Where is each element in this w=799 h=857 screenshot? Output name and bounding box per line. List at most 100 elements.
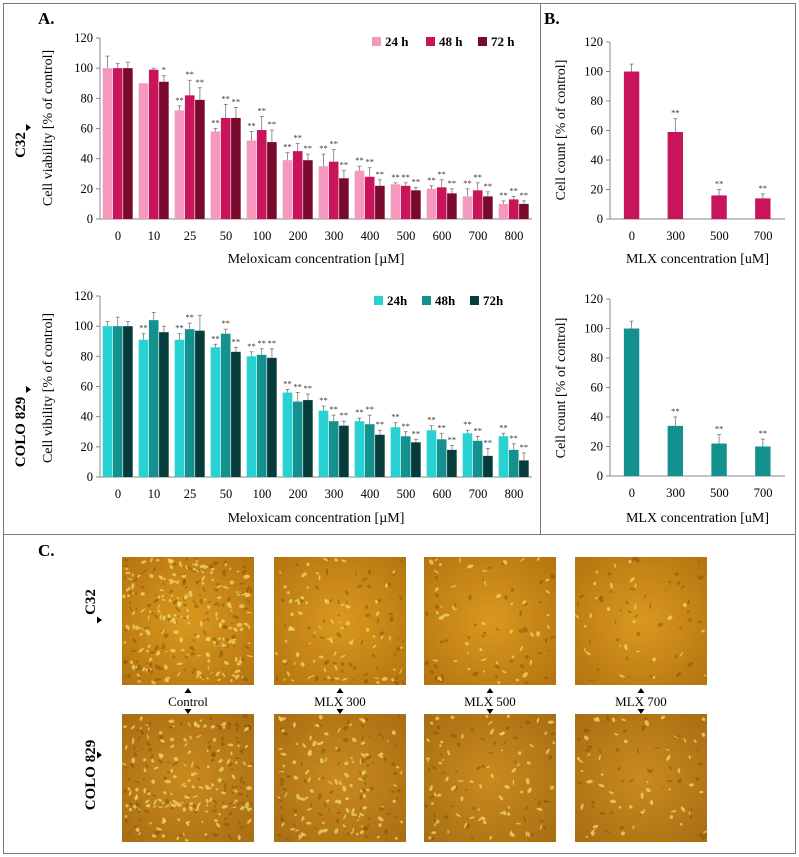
cell-speck: [330, 678, 335, 682]
cell-speck: [436, 725, 441, 730]
micrograph-image: [575, 714, 707, 842]
cell-speck: [204, 598, 207, 601]
bar: [623, 71, 640, 219]
cell-speck: [336, 748, 341, 752]
cell-speck: [244, 744, 248, 749]
y-tick-label: 100: [74, 319, 93, 333]
cell-speck: [440, 673, 445, 681]
cell-speck: [142, 758, 147, 762]
cell-speck: [400, 559, 403, 563]
cell-speck: [153, 799, 157, 806]
cell-speck: [543, 799, 547, 803]
bar: [303, 400, 313, 477]
cell-speck: [282, 659, 288, 663]
cell-speck: [148, 722, 151, 726]
cell-speck: [153, 766, 159, 770]
cell-speck: [527, 832, 531, 837]
cell-speck: [536, 631, 541, 637]
cell-speck: [226, 602, 232, 609]
cell-speck: [613, 733, 619, 736]
cell-speck: [441, 770, 447, 775]
cell-speck: [158, 753, 163, 759]
cell-speck: [183, 594, 189, 600]
y-tick-label: 20: [591, 183, 604, 197]
cell-speck: [670, 810, 677, 813]
cell-speck: [277, 833, 281, 837]
cell-speck: [473, 623, 477, 626]
cell-speck: [149, 660, 152, 666]
x-tick-label: 300: [325, 487, 344, 501]
cell-speck: [168, 598, 172, 603]
micrograph-c32-2: [424, 557, 557, 685]
bar: [354, 421, 365, 477]
cell-speck: [282, 764, 286, 768]
cell-speck: [162, 801, 164, 805]
cell-speck: [454, 769, 458, 773]
cell-speck: [377, 816, 384, 822]
arrow-down-icon: [336, 709, 344, 714]
x-tick-label: 600: [433, 229, 452, 243]
cell-speck: [125, 624, 130, 631]
panel-label-a: A.: [38, 9, 55, 28]
cell-speck: [146, 741, 151, 747]
cell-speck: [279, 717, 286, 721]
cell-speck: [137, 808, 141, 812]
cell-speck: [361, 825, 363, 828]
bar: [123, 68, 133, 220]
cell-speck: [370, 786, 374, 791]
cell-speck: [424, 660, 430, 666]
cell-speck: [368, 735, 371, 738]
cell-speck: [231, 634, 236, 639]
cell-speck: [230, 751, 233, 756]
cell-speck: [159, 735, 164, 740]
bar: [256, 354, 267, 477]
cell-speck: [618, 674, 625, 678]
cell-speck: [129, 606, 133, 612]
cell-speck: [131, 757, 136, 764]
bar: [354, 170, 365, 219]
cell-speck: [686, 609, 690, 613]
cell-speck: [158, 731, 163, 735]
bar: [472, 440, 483, 477]
cell-speck: [167, 617, 171, 622]
cell-speck: [518, 629, 524, 633]
cell-speck: [319, 655, 324, 659]
cell-speck: [280, 813, 283, 820]
cell-speck: [143, 809, 149, 814]
micrograph-image: [122, 714, 254, 842]
cell-speck: [649, 603, 652, 609]
cell-speck: [227, 727, 231, 730]
cell-speck: [644, 717, 647, 721]
cell-speck: [186, 822, 190, 826]
bar: [375, 434, 385, 477]
cell-speck: [141, 747, 144, 751]
cell-speck: [281, 822, 285, 827]
x-tick-label: 500: [710, 486, 729, 500]
cell-speck: [182, 832, 185, 836]
micrograph-c32-3: [575, 556, 707, 685]
cell-speck: [184, 656, 188, 659]
cell-speck: [454, 602, 457, 610]
bar: [436, 439, 447, 477]
bar: [148, 69, 159, 219]
cell-speck: [547, 649, 551, 652]
cell-speck: [205, 784, 210, 790]
cell-speck: [136, 673, 140, 678]
cell-speck: [181, 573, 186, 576]
cell-speck: [641, 725, 646, 731]
cell-speck: [318, 741, 324, 746]
cell-speck: [363, 679, 369, 684]
cell-speck: [645, 788, 651, 793]
cell-speck: [182, 761, 187, 766]
cell-speck: [377, 754, 384, 759]
cell-speck: [393, 771, 398, 776]
cell-speck: [133, 825, 137, 828]
cell-speck: [363, 673, 369, 676]
cell-speck: [549, 785, 555, 790]
cell-speck: [203, 630, 207, 636]
cell-speck: [141, 666, 146, 672]
cell-speck: [206, 749, 209, 753]
cell-speck: [283, 678, 286, 681]
bar: [711, 195, 727, 219]
y-tick-label: 20: [591, 440, 604, 454]
